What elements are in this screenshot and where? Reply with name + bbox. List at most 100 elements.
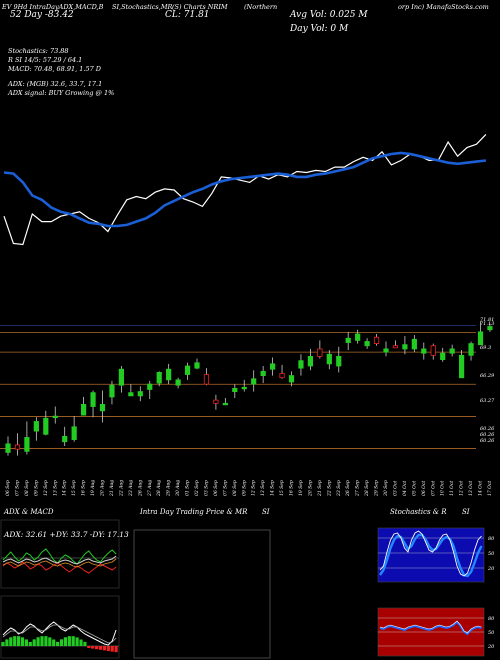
candle [449,344,455,357]
candle-body-up [383,348,389,353]
candle-body-up [99,403,106,412]
macd-readout: MACD: 70.48, 68.91, 1.57 D [8,65,102,73]
x-axis-label: 03 Oct [392,481,398,496]
header-source: EV 9Hd IntraDayADX,MACD,B [2,3,104,11]
x-axis-label: 19 Aug [90,480,96,496]
x-axis-label: 28 Aug [156,480,162,497]
candle-body-up [487,326,493,331]
macd-histogram-bar [98,646,103,650]
candle [373,334,380,346]
header-site: orp Inc) ManafaStocks.com [398,3,489,11]
candle-body-up [251,378,257,385]
candle [43,410,49,436]
macd-histogram-bar [52,639,56,646]
candle-body-up [137,391,143,397]
x-axis-label: 20 Aug [100,480,106,497]
candle-body-up [260,370,266,377]
candle-body-up [355,333,361,341]
stoch-level-label: 20 [487,566,495,572]
price-level-label: 71.13 [480,321,494,327]
x-axis-label: 08 Sep [24,480,30,496]
macd-histogram-bar [106,646,110,651]
rsi-line [379,620,482,636]
candle-body-down [430,345,436,356]
candle-body-down [279,373,285,379]
candle-body-up [232,387,238,392]
candle [222,398,228,406]
macd-histogram-bar [67,636,71,646]
x-axis-label: 06 Sep [213,480,219,496]
x-axis-label: 14 Sep [62,480,68,496]
adx-signal-readout: ADX signal: BUY Growing @ 1% [8,89,115,97]
candle [411,335,417,353]
stoch-level-label: 80 [488,536,495,542]
x-axis-label: 13 Sep [260,480,266,496]
candle-body-up [336,355,342,367]
price-line-layer [3,133,487,246]
macd-histogram-bar [20,637,25,646]
price-level-label: 60.26 [480,426,495,432]
macd-signal-line [2,624,117,644]
adx-line [2,555,117,565]
x-axis-label: 15 Sep [279,480,285,496]
candle-body-up [62,435,68,443]
x-axis-label: 16 Sep [81,480,87,496]
x-axis-label: 02 Sep [194,480,200,496]
x-axis-label: 15 Sep [71,480,77,496]
macd-histogram-bar [48,637,52,646]
macd-histogram-bar [87,646,91,648]
price-level-label: 71.81 [480,317,494,323]
macd-histogram-bar [40,636,44,646]
rsi-level-label: 20 [487,644,495,650]
candle [402,336,408,355]
x-axis-label: 13 Sep [52,480,58,496]
x-axis-labels: 06 Sep 07 Sep 08 Sep 09 Sep 12 Sep 13 Sep 14 S… [5,480,493,497]
candle [5,436,11,456]
macd-histogram-bar [79,639,83,646]
x-axis-label: 14 Sep [270,480,276,496]
candle [364,338,370,349]
x-axis-label: 08 Sep [232,480,238,496]
macd-histogram-bar [95,646,99,650]
price-level-label: 63.27 [480,398,495,404]
x-axis-label: 09 Sep [33,480,39,496]
day-volume: Day Vol: 0 M [290,24,349,34]
x-axis-label: 27 Aug [147,480,153,497]
candle-body-up [241,386,247,390]
intraday-panel-title: Intra Day Trading Price & MR [140,508,248,516]
stoch-rsi-panel-title: Stochastics & R [390,508,447,516]
x-axis-label: 09 Sep [241,480,247,496]
macd-histogram-bar [114,646,118,653]
candle-body-up [288,375,295,383]
x-axis-label: 29 Aug [166,480,172,497]
rsi-level-label: 80 [488,616,495,622]
candle-body-up [33,421,39,432]
stoch-level-label: 50 [488,551,495,557]
candle [128,384,134,397]
candle-body-up [269,363,276,370]
candle [213,394,219,410]
candle [137,386,143,402]
header-symbol: (S) Charts NRIM [172,3,228,11]
candle-body-up [52,415,58,419]
rsi-readout: R SI 14/5: 57.29 / 64.1 [8,56,83,64]
price-level-label: 66.29 [480,373,495,379]
stoch-rsi-panel-title-right: SI [462,508,470,516]
macd-histogram-bar [59,639,64,646]
candle [421,342,427,360]
macd-histogram-bar [32,639,36,646]
header-company: (Northern [244,3,278,11]
x-axis-label: 07 Sep [14,480,20,496]
candle-body-up [5,443,11,453]
candle [232,384,238,398]
candle-body-down [213,399,219,404]
macd-histogram-bar [24,639,28,646]
candle [175,377,181,389]
stoch-k-line [379,530,482,577]
candle-body-up [477,331,484,346]
candle-body-up [81,403,87,416]
macd-line [2,621,117,646]
candle-body-up [175,379,181,386]
candle-body-down [14,444,21,450]
candle-body-up [24,437,30,452]
